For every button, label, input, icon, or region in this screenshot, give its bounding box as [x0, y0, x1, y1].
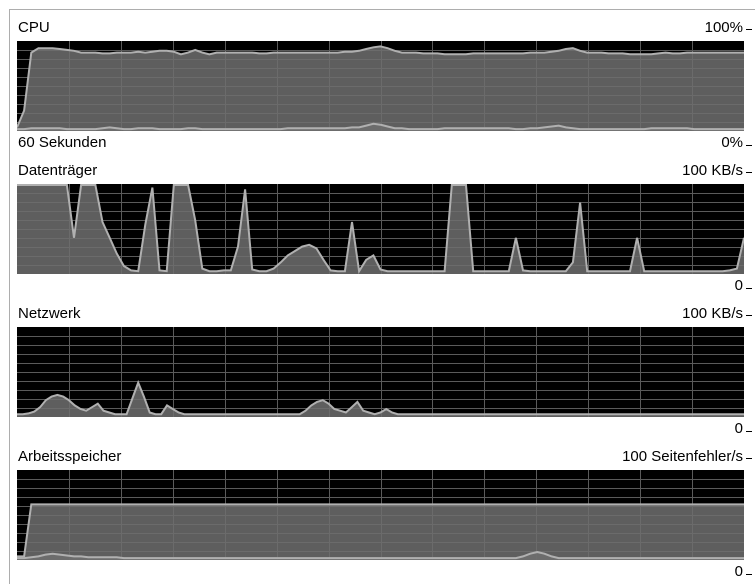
network-title: Netzwerk [18, 305, 81, 322]
network-max-tick [746, 315, 752, 316]
network-series-0-line [17, 379, 744, 416]
cpu-min-tick [746, 145, 752, 146]
cpu-title: CPU [18, 19, 50, 36]
cpu-series-1-line [17, 122, 744, 131]
cpu-series-0-area [17, 46, 744, 131]
memory-max-label: 100 Seitenfehler/s [622, 448, 743, 465]
memory-series-0-area [17, 504, 744, 560]
disk-min-label: 0 [734, 277, 743, 294]
network-series-0-area [17, 382, 744, 417]
cpu-max-tick [746, 29, 752, 30]
disk-title: Datenträger [18, 162, 98, 179]
disk-min-tick [746, 288, 752, 289]
disk-graph [17, 184, 744, 274]
network-graph [17, 327, 744, 417]
disk-max-tick [746, 172, 752, 173]
network-max-label: 100 KB/s [682, 305, 743, 322]
cpu-min-label: 0% [721, 134, 743, 151]
cpu-graph [17, 41, 744, 131]
cpu-max-label: 100% [704, 19, 743, 36]
network-min-tick [746, 431, 752, 432]
network-min-label: 0 [734, 420, 743, 437]
memory-min-tick [746, 574, 752, 575]
memory-series-1-line [17, 550, 744, 560]
cpu-series-0-line [17, 45, 744, 128]
memory-graph [17, 470, 744, 560]
memory-title: Arbeitsspeicher [18, 448, 122, 465]
memory-min-label: 0 [734, 563, 743, 580]
memory-series-0-line [17, 503, 744, 558]
disk-max-label: 100 KB/s [682, 162, 743, 179]
disk-series-0-line [17, 184, 744, 274]
disk-series-0-area [17, 185, 744, 274]
cpu-time-label: 60 Sekunden [18, 134, 107, 151]
memory-max-tick [746, 458, 752, 459]
